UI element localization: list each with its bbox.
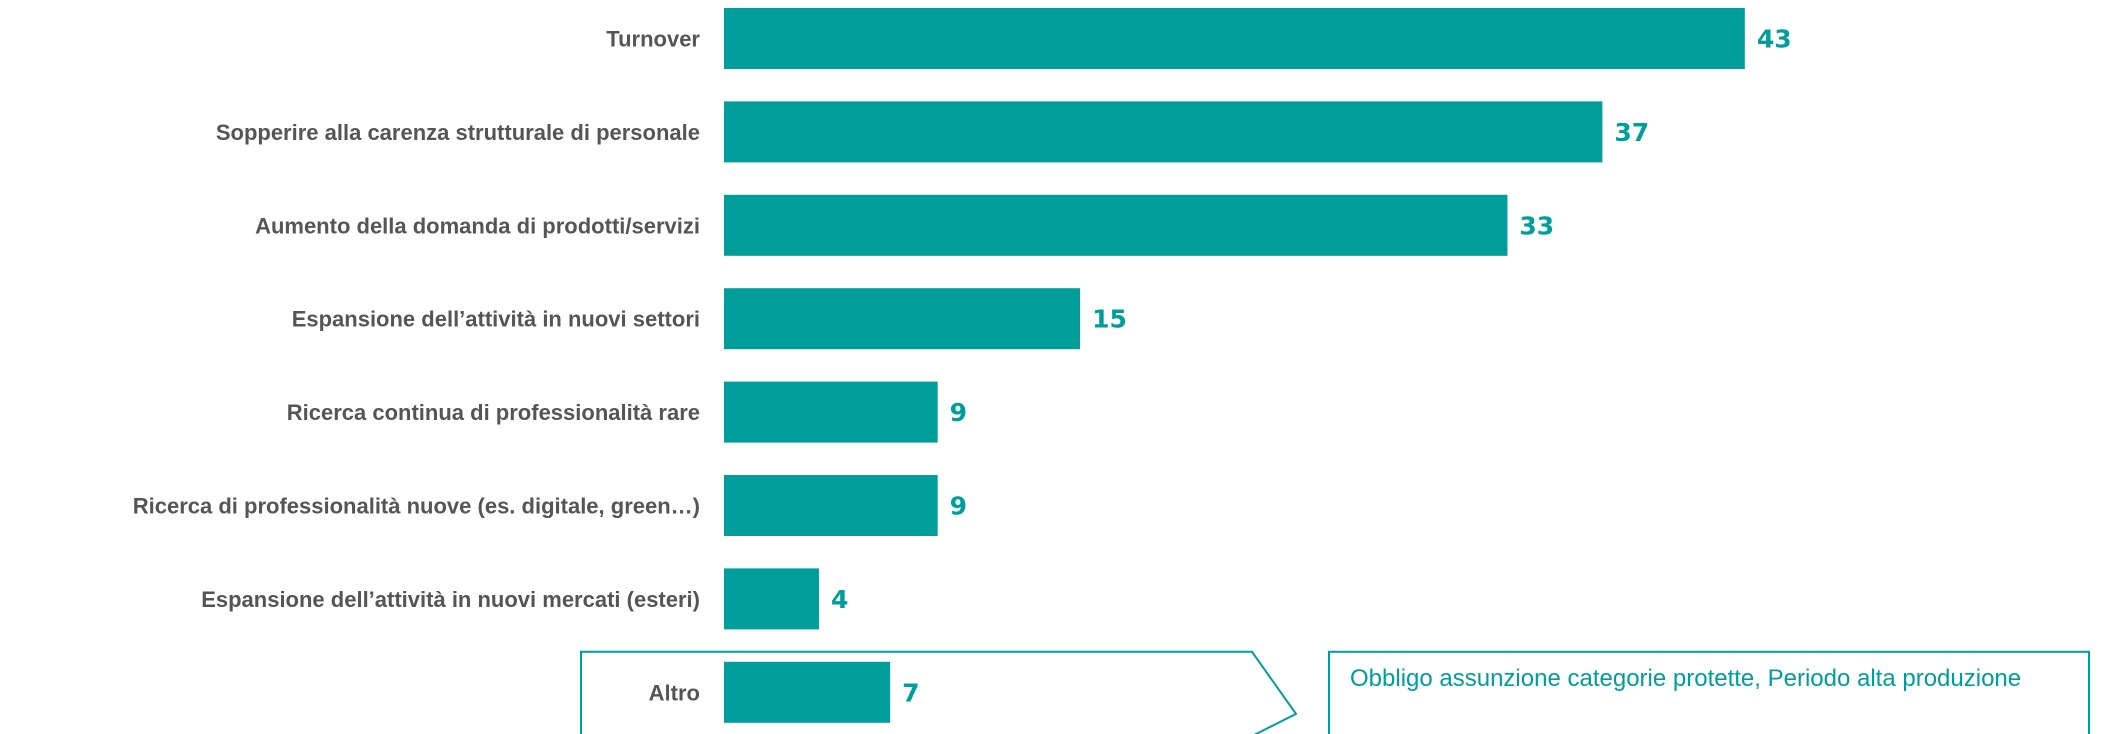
category-label-espansione-dell-attivita-in-nuovi-mercat: Espansione dell’attività in nuovi mercat… [201, 587, 700, 612]
category-label-aumento-della-domanda-di-prodotti-serviz: Aumento della domanda di prodotti/serviz… [255, 213, 700, 238]
value-labels: 43 37 33 15 9 9 4 7 [831, 25, 1792, 708]
category-label-ricerca-continua-di-professionalita-rare: Ricerca continua di professionalità rare [287, 400, 700, 425]
value-label-altro: 7 [902, 678, 919, 707]
value-label-aumento-della-domanda-di-prodotti-serviz: 33 [1519, 211, 1554, 240]
bar-ricerca-continua-di-professionalita-rare [724, 381, 938, 443]
callout-box [1328, 650, 2090, 734]
bars [724, 8, 1745, 723]
category-label-sopperire-alla-carenza-strutturale-di-pe: Sopperire alla carenza strutturale di pe… [216, 120, 700, 145]
value-label-ricerca-di-professionalita-nuove-es-digi: 9 [950, 492, 967, 521]
callout-arrow-outline [580, 650, 1298, 734]
category-label-espansione-dell-attivita-in-nuovi-settor: Espansione dell’attività in nuovi settor… [292, 307, 700, 332]
category-labels: Turnover Sopperire alla carenza struttura… [133, 27, 701, 706]
bar-ricerca-di-professionalita-nuove-es-digi [724, 475, 938, 536]
bar-turnover [724, 8, 1745, 69]
category-label-altro: Altro [649, 680, 700, 705]
value-label-sopperire-alla-carenza-strutturale-di-pe: 37 [1614, 118, 1649, 147]
bar-espansione-dell-attivita-in-nuovi-mercat [724, 568, 819, 630]
bar-aumento-della-domanda-di-prodotti-serviz [724, 194, 1508, 256]
callout-text: Obbligo assunzione categorie protette, P… [1350, 665, 2022, 692]
value-label-espansione-dell-attivita-in-nuovi-mercat: 4 [831, 585, 848, 614]
bar-altro [724, 661, 891, 723]
value-label-turnover: 43 [1757, 25, 1792, 54]
callout-box-border [1328, 650, 2090, 734]
altro-callout-outline [580, 650, 1298, 734]
category-label-ricerca-di-professionalita-nuove-es-digi: Ricerca di professionalità nuove (es. di… [133, 494, 700, 519]
bar-espansione-dell-attivita-in-nuovi-settor [724, 288, 1081, 350]
value-label-espansione-dell-attivita-in-nuovi-settor: 15 [1092, 305, 1127, 334]
category-label-turnover: Turnover [606, 27, 700, 52]
bar-sopperire-alla-carenza-strutturale-di-pe [724, 101, 1603, 163]
value-label-ricerca-continua-di-professionalita-rare: 9 [950, 398, 967, 427]
